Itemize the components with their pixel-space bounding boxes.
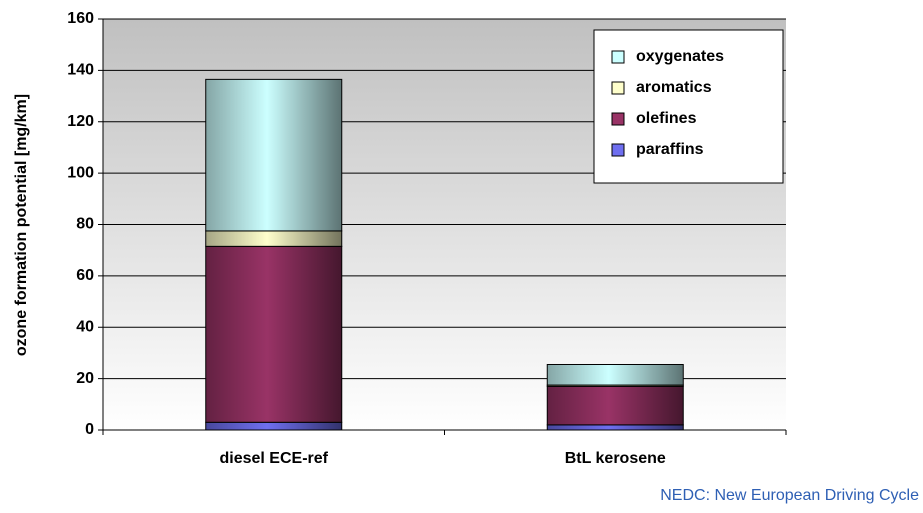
bar-shade (205, 422, 342, 430)
y-tick-label: 80 (76, 216, 94, 233)
y-tick-label: 20 (76, 370, 94, 387)
bar-shade (547, 386, 684, 425)
y-tick-label: 120 (67, 113, 94, 130)
legend-swatch (611, 143, 625, 157)
legend-label: oxygenates (636, 48, 724, 65)
bar-shade (205, 79, 342, 231)
legend-swatch (611, 112, 625, 126)
legend-box (593, 29, 784, 184)
y-tick-label: 100 (67, 164, 94, 181)
legend-swatch (611, 81, 625, 95)
legend-label: aromatics (636, 79, 712, 96)
legend-label: olefines (636, 110, 697, 127)
x-tick-label: diesel ECE-ref (220, 450, 329, 467)
y-tick-label: 60 (76, 267, 94, 284)
x-tick-label: BtL kerosene (565, 450, 666, 467)
y-tick-label: 40 (76, 318, 94, 335)
bar-shade (547, 424, 684, 430)
y-axis-label: ozone formation potential [mg/km] (13, 94, 30, 356)
y-tick-label: 140 (67, 62, 94, 79)
bar-shade (547, 385, 684, 387)
y-tick-label: 0 (85, 421, 94, 438)
legend-label: paraffins (636, 141, 704, 158)
y-tick-label: 160 (67, 10, 94, 27)
bar-shade (547, 364, 684, 386)
legend-swatch (611, 50, 625, 64)
bar-shade (205, 246, 342, 423)
bar-shade (205, 230, 342, 247)
annotation: NEDC: New European Driving Cycle (660, 487, 919, 504)
